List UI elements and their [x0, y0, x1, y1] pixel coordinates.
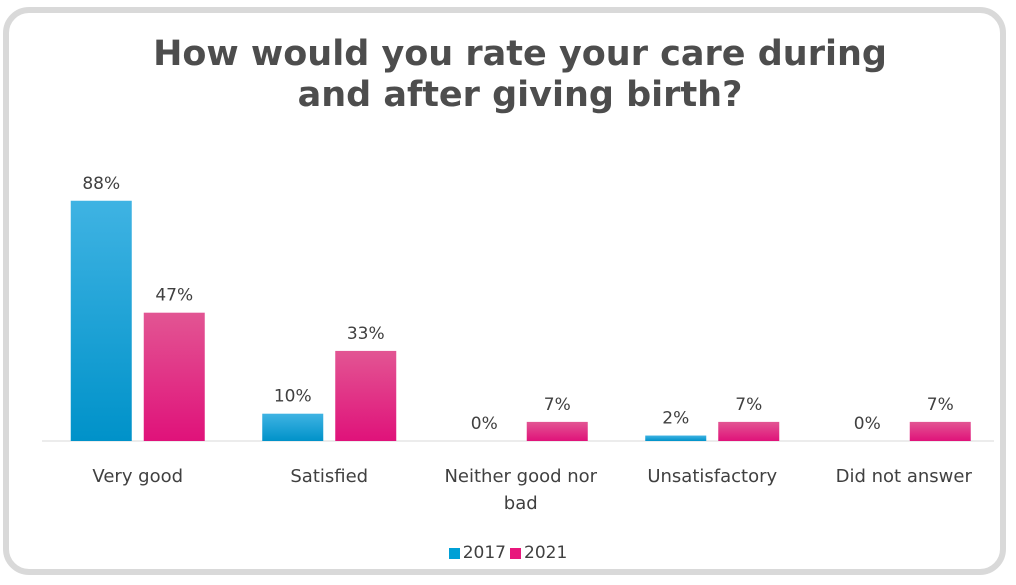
legend-swatch-2021 [510, 547, 521, 559]
chart-frame [3, 7, 1006, 575]
data-label-2017-unsatisfactory: 2% [662, 409, 689, 429]
category-label-neither-good-nor-bad-line-2: bad [504, 493, 538, 514]
category-label-neither-good-nor-bad-line-1: Neither good nor [444, 466, 597, 487]
chart-title: How would you rate your care during and … [0, 34, 1016, 116]
legend-label-2017: 2017 [462, 543, 506, 563]
bar-2021-satisfied [335, 350, 397, 441]
data-label-2021-satisfied: 33% [347, 324, 385, 344]
bar-2017-satisfied [262, 413, 324, 441]
data-label-2021-very-good: 47% [155, 286, 193, 306]
bar-2021-neither-good-nor-bad [526, 421, 588, 441]
data-label-2017-satisfied: 10% [274, 387, 312, 407]
bar-2021-very-good [143, 312, 205, 441]
legend-item-2017: 2017 [448, 543, 506, 563]
category-label-unsatisfactory: Unsatisfactory [647, 466, 777, 487]
data-label-2021-neither-good-nor-bad: 7% [544, 395, 571, 415]
bar-2021-unsatisfactory [718, 421, 780, 441]
chart-title-line-1: How would you rate your care during [153, 34, 887, 74]
bar-2017-unsatisfactory [645, 435, 707, 441]
chart-title-line-2: and after giving birth? [297, 75, 743, 115]
category-label-did-not-answer: Did not answer [836, 466, 973, 487]
data-label-2017-very-good: 88% [82, 174, 120, 194]
legend: 2017 2021 [0, 543, 1016, 563]
legend-label-2021: 2021 [524, 543, 568, 563]
data-label-2021-did-not-answer: 7% [927, 395, 954, 415]
data-label-2017-did-not-answer: 0% [854, 414, 881, 434]
data-label-2021-unsatisfactory: 7% [735, 395, 762, 415]
legend-item-2021: 2021 [510, 543, 567, 563]
category-label-satisfied: Satisfied [290, 466, 368, 487]
bar-2017-very-good [70, 200, 132, 441]
category-label-very-good: Very good [92, 466, 183, 487]
data-label-2017-neither-good-nor-bad: 0% [471, 414, 498, 434]
bar-2021-did-not-answer [909, 421, 971, 441]
legend-swatch-2017 [448, 547, 460, 559]
